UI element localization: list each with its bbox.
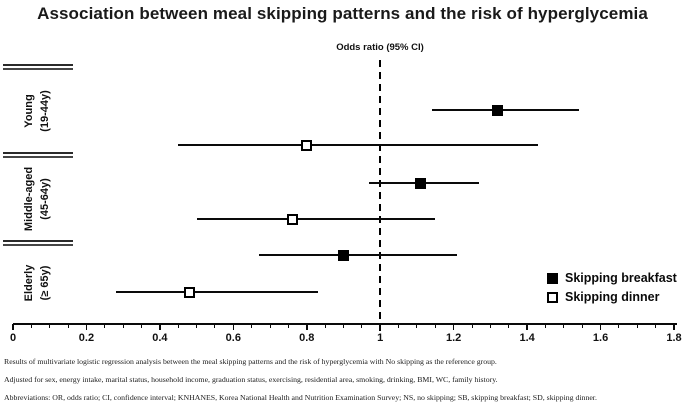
footnote-adjustments: Adjusted for sex, energy intake, marital… [4, 375, 498, 384]
x-axis-minor-tick [30, 324, 32, 328]
ci-line-middle-aged-dinner [196, 217, 436, 221]
ci-line-elderly-dinner [115, 290, 318, 294]
x-axis-minor-tick [544, 324, 546, 328]
group-age-range: (19-44y) [39, 90, 51, 132]
x-axis-minor-tick [67, 324, 69, 328]
x-axis-tick-label: 1 [377, 332, 384, 344]
x-axis-major-tick [379, 324, 382, 330]
footnote-abbreviations: Abbreviations: OR, odds ratio; CI, confi… [4, 393, 597, 402]
x-axis-minor-tick [141, 324, 143, 328]
legend-item-skipping-dinner: Skipping dinner [547, 290, 659, 304]
legend-label: Skipping dinner [565, 290, 660, 304]
x-axis-minor-tick [471, 324, 473, 328]
x-axis-major-tick [526, 324, 528, 330]
x-axis-tick-label: 1.2 [446, 332, 462, 344]
x-axis-tick-label: 0.2 [78, 332, 95, 344]
point-estimate-elderly-breakfast [338, 249, 349, 261]
group-separator [3, 64, 73, 70]
x-axis-minor-tick [636, 324, 638, 328]
x-axis-tick-label: 1.6 [592, 332, 609, 344]
x-axis-minor-tick [563, 324, 565, 328]
x-axis-minor-tick [122, 324, 124, 328]
x-axis-minor-tick [251, 324, 253, 328]
point-estimate-young-breakfast [492, 104, 504, 116]
x-axis-tick-label: 1.4 [519, 332, 535, 344]
point-estimate-young-dinner [301, 139, 313, 151]
x-axis-tick-label: 0 [9, 332, 17, 344]
point-estimate-elderly-dinner [183, 286, 195, 298]
chart-title: Association between meal skipping patter… [37, 4, 648, 23]
x-axis-major-tick [85, 324, 88, 330]
ci-line-young-dinner [178, 143, 539, 147]
x-axis-major-tick [673, 324, 675, 330]
x-axis-minor-tick [177, 324, 179, 328]
reference-line [378, 60, 382, 334]
x-axis-minor-tick [655, 324, 657, 328]
x-axis-minor-tick [49, 324, 51, 328]
group-separator [3, 152, 73, 158]
group-name: Middle-aged [23, 166, 36, 232]
x-axis-major-tick [305, 324, 308, 330]
group-separator [3, 240, 73, 246]
x-axis-minor-tick [343, 324, 344, 328]
group-label-middle-aged: Middle-aged (45-64y) [15, 156, 61, 242]
group-name: Young [23, 94, 36, 128]
open-square-icon [547, 291, 558, 303]
filled-square-icon [547, 272, 558, 284]
group-name: Elderly [23, 264, 36, 302]
x-axis-tick-label: 0.8 [299, 332, 315, 344]
x-axis-minor-tick [324, 324, 326, 328]
x-axis-minor-tick [508, 324, 510, 328]
x-axis-major-tick [12, 324, 14, 330]
x-axis-major-tick [599, 324, 602, 330]
x-axis-minor-tick [489, 324, 491, 328]
x-axis-minor-tick [269, 324, 271, 328]
x-axis-minor-tick [196, 324, 198, 328]
x-axis-minor-tick [287, 324, 289, 328]
x-axis-minor-tick [581, 324, 583, 328]
axis-title: Odds ratio (95% CI) [336, 42, 424, 53]
x-axis-minor-tick [398, 324, 400, 328]
x-axis-minor-tick [618, 324, 620, 328]
x-axis-tick-label: 0.6 [225, 332, 241, 344]
x-axis-minor-tick [104, 324, 106, 328]
ci-line-elderly-breakfast [259, 253, 458, 257]
x-axis-major-tick [452, 324, 455, 330]
point-estimate-middle-aged-breakfast [415, 177, 427, 189]
x-axis-tick-label: 1.8 [666, 332, 682, 344]
x-axis-minor-tick [416, 324, 418, 328]
x-axis-minor-tick [434, 324, 436, 328]
point-estimate-middle-aged-dinner [286, 213, 298, 225]
x-axis-minor-tick [361, 324, 363, 328]
x-axis-tick-label: 0.4 [152, 332, 168, 344]
group-age-range: (≥ 65y) [39, 265, 51, 301]
x-axis-major-tick [159, 324, 161, 330]
ci-line-young-breakfast [431, 108, 579, 112]
x-axis-minor-tick [214, 324, 216, 328]
legend-item-skipping-breakfast: Skipping breakfast [547, 271, 677, 285]
x-axis-major-tick [232, 324, 235, 330]
x-axis-line [13, 323, 677, 325]
footnote-results: Results of multivariate logistic regress… [4, 357, 497, 366]
group-label-elderly: Elderly (≥ 65y) [15, 240, 61, 326]
group-age-range: (45-64y) [39, 178, 51, 220]
legend-label: Skipping breakfast [565, 271, 677, 285]
group-label-young: Young (19-44y) [15, 68, 61, 154]
